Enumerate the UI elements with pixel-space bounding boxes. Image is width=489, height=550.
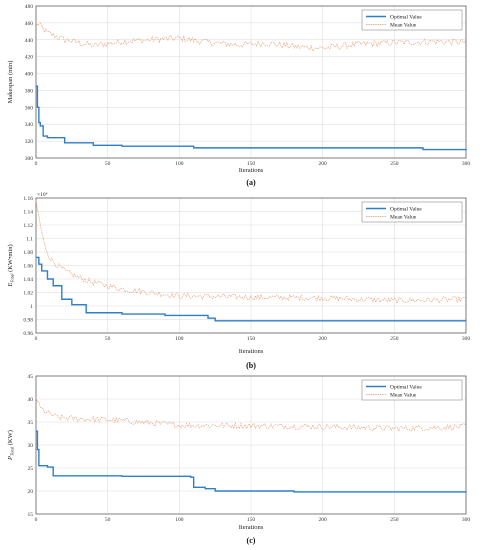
legend-box bbox=[361, 379, 463, 401]
plot-border bbox=[35, 375, 467, 515]
y-tick-label: 0.98 bbox=[23, 318, 33, 324]
legend: Optimal Value Mean Value bbox=[361, 201, 463, 223]
x-tick-label: 200 bbox=[319, 336, 328, 342]
legend: Optimal Value Mean Value bbox=[361, 9, 463, 31]
y-tick-label: 360 bbox=[25, 105, 34, 111]
y-axis-label: PTotal (KW) bbox=[7, 430, 15, 461]
panel-caption: (c) bbox=[247, 536, 256, 545]
y-tick-label: 15 bbox=[28, 512, 34, 518]
y-tick-label: 460 bbox=[25, 21, 34, 27]
legend-label-mean: Mean Value bbox=[390, 393, 417, 399]
x-tick-label: 0 bbox=[35, 517, 38, 523]
y-label-unit: (KW) bbox=[7, 430, 14, 447]
chart-panel-b: 0 50 100 150 200 250 300 0.96 0.98 1 1.02 1.04 1.06 1… bbox=[7, 192, 470, 370]
x-tick-label: 0 bbox=[35, 161, 38, 167]
y-tick-label: 440 bbox=[25, 38, 34, 44]
x-tick-label: 50 bbox=[105, 161, 111, 167]
y-axis-label: ETotal (KW•min) bbox=[7, 244, 15, 287]
x-tick-label: 250 bbox=[390, 336, 399, 342]
y-label-subscript: Total bbox=[10, 273, 15, 283]
x-tick-label: 200 bbox=[319, 161, 328, 167]
series-line-mean-value bbox=[35, 200, 467, 305]
y-tick-label: 300 bbox=[25, 156, 34, 162]
y-axis-label: Makespan (min) bbox=[7, 61, 14, 104]
legend-label-mean: Mean Value bbox=[390, 215, 417, 221]
plot-border bbox=[35, 5, 467, 159]
legend-label-optimal: Optimal Value bbox=[390, 385, 422, 391]
x-tick-label: 200 bbox=[319, 517, 328, 523]
x-tick-label: 150 bbox=[247, 336, 256, 342]
y-tick-label: 35 bbox=[28, 420, 34, 426]
legend-label-optimal: Optimal Value bbox=[390, 207, 422, 213]
series-line-optimal-value bbox=[36, 85, 467, 151]
legend-label-mean: Mean Value bbox=[390, 23, 417, 29]
y-tick-label: 400 bbox=[25, 72, 34, 78]
x-axis-label: Iterations bbox=[239, 348, 264, 355]
caption-text: (a) bbox=[246, 178, 256, 187]
y-label-subscript: Total bbox=[10, 446, 15, 456]
chart-panel-a: 0 50 100 150 200 250 300 300 320 340 360 380 400 420 4… bbox=[7, 4, 470, 187]
y-tick-label: 1.1 bbox=[26, 237, 33, 243]
series-line-mean-value bbox=[35, 21, 467, 52]
legend: Optimal Value Mean Value bbox=[361, 379, 463, 401]
x-tick-label: 150 bbox=[247, 161, 256, 167]
caption-text: (b) bbox=[246, 361, 256, 370]
y-tick-label: 1.14 bbox=[23, 210, 33, 216]
y-label-symbol: P bbox=[7, 456, 14, 461]
x-tick-label: 250 bbox=[390, 517, 399, 523]
x-tick-label: 100 bbox=[175, 336, 184, 342]
y-tick-label: 1.12 bbox=[23, 223, 33, 229]
y-label-unit: (KW•min) bbox=[7, 244, 14, 273]
y-tick-label: 0.96 bbox=[23, 331, 33, 337]
y-tick-label: 45 bbox=[28, 374, 34, 380]
y-tick-label: 1.06 bbox=[23, 264, 33, 270]
series-line-mean-value bbox=[35, 397, 467, 433]
x-tick-label: 100 bbox=[175, 517, 184, 523]
y-label-symbol: E bbox=[7, 283, 14, 288]
legend-box bbox=[361, 9, 463, 31]
y-tick-label: 340 bbox=[25, 122, 34, 128]
series-line-optimal-value bbox=[36, 430, 467, 493]
x-tick-label: 50 bbox=[105, 517, 111, 523]
y-tick-label: 25 bbox=[28, 466, 34, 472]
y-tick-label: 20 bbox=[28, 489, 34, 495]
y-tick-label: 320 bbox=[25, 139, 34, 145]
x-tick-label: 250 bbox=[390, 161, 399, 167]
x-tick-label: 100 bbox=[175, 161, 184, 167]
y-tick-label: 480 bbox=[25, 4, 34, 10]
x-tick-label: 0 bbox=[35, 336, 38, 342]
x-tick-label: 150 bbox=[247, 517, 256, 523]
y-tick-label: 1 bbox=[30, 304, 33, 310]
x-tick-label: 300 bbox=[462, 336, 471, 342]
plot-border bbox=[35, 197, 467, 334]
legend-box bbox=[361, 201, 463, 223]
x-tick-label: 50 bbox=[105, 336, 111, 342]
x-axis-label: Iterations bbox=[239, 167, 264, 174]
y-tick-label: 380 bbox=[25, 88, 34, 94]
x-axis-label: Iterations bbox=[239, 524, 264, 531]
panel-caption: (b) bbox=[246, 361, 256, 370]
y-tick-label: 1.16 bbox=[23, 196, 33, 202]
y-tick-label: 1.04 bbox=[23, 277, 33, 283]
y-tick-label: 1.02 bbox=[23, 291, 33, 297]
panel-caption: (a) bbox=[246, 178, 256, 187]
y-exponent-label: ×10⁴ bbox=[37, 192, 48, 198]
series-line-optimal-value bbox=[36, 256, 466, 322]
x-tick-label: 300 bbox=[462, 161, 471, 167]
x-tick-label: 300 bbox=[462, 517, 471, 523]
caption-text: (c) bbox=[247, 536, 256, 545]
y-tick-label: 40 bbox=[28, 397, 34, 403]
chart-panel-c: 0 50 100 150 200 250 300 15 20 25 30 35 40 45 Iteratio… bbox=[7, 374, 470, 545]
y-tick-label: 420 bbox=[25, 55, 34, 61]
y-tick-label: 30 bbox=[28, 443, 34, 449]
legend-label-optimal: Optimal Value bbox=[390, 15, 422, 21]
y-tick-label: 1.08 bbox=[23, 250, 33, 256]
